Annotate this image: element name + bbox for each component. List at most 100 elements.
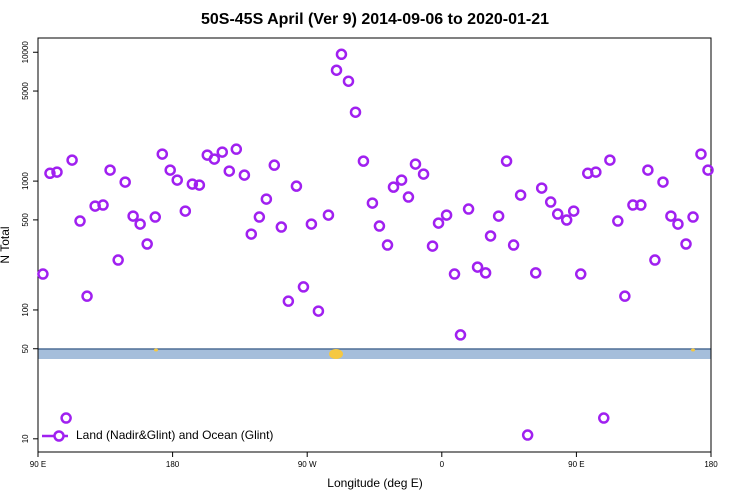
point (349, 106, 362, 118)
point (448, 268, 461, 280)
chart-title: 50S-45S April (Ver 9) 2014-09-06 to 2020… (201, 11, 549, 28)
legend-marker (53, 430, 65, 442)
y-tick-label: 10000 (21, 41, 30, 64)
point (426, 240, 439, 252)
point (260, 193, 273, 205)
point (454, 329, 467, 341)
point (409, 158, 422, 170)
point (156, 148, 169, 160)
plot-frame (37, 37, 712, 453)
point (471, 261, 484, 273)
point (635, 199, 647, 211)
x-axis-label: Longitude (deg E) (327, 476, 422, 490)
point (672, 218, 684, 230)
point (81, 290, 93, 302)
x-tick-label: 90 W (298, 460, 317, 469)
point (330, 64, 343, 76)
x-tick-label: 180 (166, 460, 180, 469)
point (514, 189, 527, 201)
point (179, 205, 192, 217)
point (381, 239, 394, 251)
x-tick-label: 90 E (30, 460, 46, 469)
point (680, 238, 692, 250)
y-tick-label: 100 (21, 303, 30, 317)
point (149, 211, 162, 223)
point (44, 167, 56, 180)
point (544, 196, 557, 208)
point (507, 239, 520, 251)
x-tick-label: 180 (704, 460, 718, 469)
point (74, 215, 86, 227)
point (171, 174, 183, 186)
point (245, 228, 258, 240)
band-spot (691, 348, 695, 352)
y-tick-label: 50 (21, 344, 30, 353)
point (484, 230, 497, 242)
point (695, 148, 707, 160)
point (37, 268, 49, 280)
point (535, 182, 548, 194)
point (223, 165, 236, 177)
y-tick-label: 10 (21, 434, 30, 443)
point (440, 209, 453, 221)
point (141, 238, 153, 250)
point (500, 155, 513, 167)
point (253, 211, 266, 223)
point (387, 181, 400, 193)
point (402, 191, 415, 203)
point (665, 210, 677, 222)
point (230, 143, 243, 155)
point (127, 210, 139, 222)
point (238, 169, 251, 181)
band-spot (329, 349, 343, 359)
point (417, 168, 430, 180)
point (305, 218, 318, 230)
point (432, 217, 445, 229)
point (551, 208, 564, 220)
point (322, 209, 335, 221)
point (492, 210, 505, 222)
point (208, 153, 221, 165)
point (567, 205, 580, 217)
point (560, 214, 573, 226)
point (290, 180, 303, 192)
point (342, 75, 355, 87)
point (134, 218, 146, 230)
point (297, 281, 310, 293)
point (186, 178, 199, 190)
band-spot (154, 348, 158, 352)
point (60, 412, 72, 424)
y-tick-label: 500 (21, 213, 30, 227)
point (702, 164, 714, 176)
point (657, 176, 669, 188)
region-band (38, 348, 711, 359)
y-axis-label: N Total (0, 226, 12, 263)
point (104, 164, 116, 176)
point (112, 254, 124, 266)
point (119, 176, 131, 188)
point (574, 268, 587, 280)
point (97, 199, 109, 211)
point (590, 166, 602, 178)
band (38, 349, 711, 359)
point (529, 267, 542, 279)
point (521, 429, 534, 441)
point (619, 290, 631, 302)
point (612, 215, 624, 227)
point (268, 159, 281, 171)
x-tick-label: 90 E (568, 460, 584, 469)
point (373, 220, 386, 232)
point (216, 146, 229, 158)
x-tick-label: 0 (440, 460, 445, 469)
point (642, 164, 654, 176)
point (193, 179, 206, 191)
point (275, 221, 288, 233)
y-tick-label: 1000 (21, 172, 30, 190)
point (357, 155, 370, 167)
point (687, 211, 699, 223)
point (598, 412, 610, 424)
point (479, 267, 492, 279)
point (366, 197, 379, 209)
